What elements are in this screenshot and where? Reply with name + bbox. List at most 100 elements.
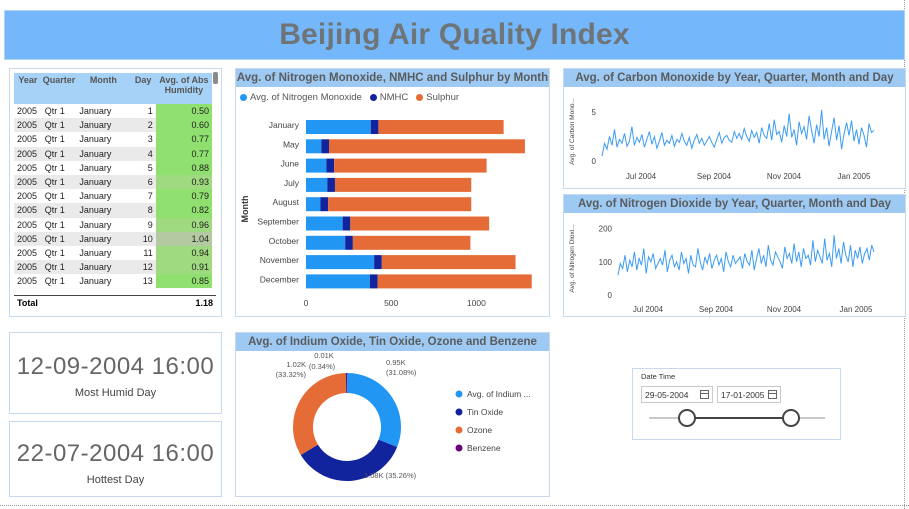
cell-quarter: Qtr 1 [41, 274, 77, 289]
cell-day: 5 [130, 160, 156, 175]
cell-day: 1 [130, 104, 156, 119]
bar-segment [306, 120, 371, 134]
no2-chart-title: Avg. of Nitrogen Dioxide by Year, Quarte… [564, 195, 905, 213]
x-tick-label: 1000 [467, 298, 486, 308]
cell-month: January [76, 245, 131, 261]
end-date-value: 17-01-2005 [721, 389, 765, 400]
bar-segment [350, 216, 490, 231]
cell-humidity: 0.94 [155, 245, 212, 261]
vertical-scrollbar[interactable] [213, 72, 218, 84]
bar-chart-legend: Avg. of Nitrogen Monoxide NMHC Sulphur [240, 92, 467, 103]
bar-segment [306, 274, 370, 289]
cell-day: 7 [130, 189, 156, 204]
bar-chart-svg: Month January May June July August September Oc… [240, 120, 532, 308]
legend-dot [455, 390, 463, 398]
bar-segment [306, 216, 343, 231]
table-row[interactable]: 2005 Qtr 1 January 10 1.04 [14, 231, 212, 246]
hottest-day-card: 22-07-2004 16:00 Hottest Day [9, 421, 222, 497]
slider-range [686, 417, 791, 419]
donut-chart-panel[interactable]: Avg. of Indium Oxide, Tin Oxide, Ozone a… [235, 332, 550, 497]
bar-segment [327, 177, 335, 192]
cell-quarter: Qtr 1 [41, 118, 77, 133]
table-row[interactable]: 2005 Qtr 1 January 9 0.96 [14, 217, 212, 232]
humidity-table: Year Quarter Month Day Avg. of Abs Humid… [14, 73, 212, 289]
cell-humidity: 0.50 [155, 104, 212, 119]
bar-chart-panel[interactable]: Avg. of Nitrogen Monoxide, NMHC and Sulp… [235, 68, 550, 317]
bar-segment [306, 235, 346, 250]
table-row[interactable]: 2005 Qtr 1 January 1 0.50 [14, 104, 212, 119]
cell-quarter: Qtr 1 [41, 146, 77, 161]
y-axis-label: Avg. of Carbon Mono... [569, 98, 576, 165]
total-value: 1.18 [195, 297, 213, 308]
table-row[interactable]: 2005 Qtr 1 January 6 0.93 [14, 174, 212, 190]
start-date-value: 29-05-2004 [645, 389, 689, 400]
humidity-table-panel[interactable]: Year Quarter Month Day Avg. of Abs Humid… [9, 68, 222, 317]
title-bar: Beijing Air Quality Index [4, 10, 905, 60]
cell-year: 2005 [14, 160, 42, 175]
most-humid-label: Most Humid Day [74, 387, 157, 399]
cell-quarter: Qtr 1 [41, 132, 77, 147]
calendar-icon[interactable] [700, 390, 709, 399]
col-header-year[interactable]: Year [14, 73, 42, 104]
table-row[interactable]: 2005 Qtr 1 January 12 0.91 [14, 260, 212, 275]
table-row[interactable]: 2005 Qtr 1 January 4 0.77 [14, 146, 212, 161]
cell-month: January [76, 104, 131, 119]
x-tick-label: Jul 2004 [626, 172, 657, 181]
y-tick-label: 5 [592, 108, 597, 117]
calendar-icon[interactable] [768, 390, 777, 399]
cell-day: 3 [130, 132, 156, 147]
most-humid-card: 12-09-2004 16:00 Most Humid Day [9, 332, 222, 414]
cell-quarter: Qtr 1 [41, 174, 77, 190]
cell-year: 2005 [14, 146, 42, 161]
cell-year: 2005 [14, 245, 42, 261]
cell-quarter: Qtr 1 [41, 203, 77, 218]
donut-slice [347, 373, 401, 448]
cell-day: 8 [130, 203, 156, 218]
slider-end-handle[interactable] [782, 409, 800, 427]
col-header-day[interactable]: Day [130, 73, 156, 104]
table-row[interactable]: 2005 Qtr 1 January 2 0.60 [14, 118, 212, 133]
cell-year: 2005 [14, 274, 42, 289]
table-row[interactable]: 2005 Qtr 1 January 3 0.77 [14, 132, 212, 147]
cell-day: 2 [130, 118, 156, 133]
table-row[interactable]: 2005 Qtr 1 January 7 0.79 [14, 189, 212, 204]
total-label: Total [17, 297, 38, 308]
bar-segment [345, 235, 353, 250]
data-label: 0.95K [386, 358, 406, 367]
no2-chart-panel[interactable]: Avg. of Nitrogen Dioxide by Year, Quarte… [563, 194, 906, 317]
x-tick-label: Nov 2004 [767, 172, 802, 181]
category-label: October [269, 236, 299, 246]
col-header-humidity[interactable]: Avg. of Abs Humidity [155, 73, 212, 104]
table-row[interactable]: 2005 Qtr 1 January 13 0.85 [14, 274, 212, 289]
table-row[interactable]: 2005 Qtr 1 January 11 0.94 [14, 245, 212, 261]
x-tick-label: Jan 2005 [838, 172, 871, 181]
legend-dot [416, 94, 424, 101]
legend-label: Ozone [467, 425, 492, 435]
co-chart-title: Avg. of Carbon Monoxide by Year, Quarter… [564, 69, 905, 87]
legend-label: Tin Oxide [467, 407, 503, 417]
cell-day: 9 [130, 217, 156, 232]
end-date-input[interactable]: 17-01-2005 [717, 386, 781, 403]
start-date-input[interactable]: 29-05-2004 [641, 386, 713, 403]
x-tick-label: Nov 2004 [767, 305, 802, 314]
table-row[interactable]: 2005 Qtr 1 January 8 0.82 [14, 203, 212, 218]
legend-dot [369, 94, 377, 101]
date-slicer[interactable]: Date Time 29-05-2004 17-01-2005 [632, 368, 841, 440]
bar-segment [378, 120, 504, 134]
cell-humidity: 0.60 [155, 118, 212, 133]
cell-month: January [76, 203, 131, 218]
cell-day: 6 [130, 174, 156, 190]
legend-item-sulphur[interactable]: Sulphur [416, 92, 459, 103]
legend-item-nmhc[interactable]: NMHC [369, 92, 408, 103]
category-label: August [273, 197, 300, 207]
hottest-day-label: Hottest Day [86, 474, 145, 486]
table-row[interactable]: 2005 Qtr 1 January 5 0.88 [14, 160, 212, 175]
col-header-month[interactable]: Month [76, 73, 131, 104]
co-chart-svg: Avg. of Carbon Mono... 0 5 Jul 2004 Sep 2004… [569, 98, 875, 181]
col-header-quarter[interactable]: Quarter [41, 73, 77, 104]
slider-start-handle[interactable] [678, 409, 696, 427]
co-chart-panel[interactable]: Avg. of Carbon Monoxide by Year, Quarter… [563, 68, 906, 189]
legend-item-nitrogen-monoxide[interactable]: Avg. of Nitrogen Monoxide [240, 92, 362, 103]
cell-month: January [76, 132, 131, 147]
cell-day: 12 [130, 260, 156, 275]
